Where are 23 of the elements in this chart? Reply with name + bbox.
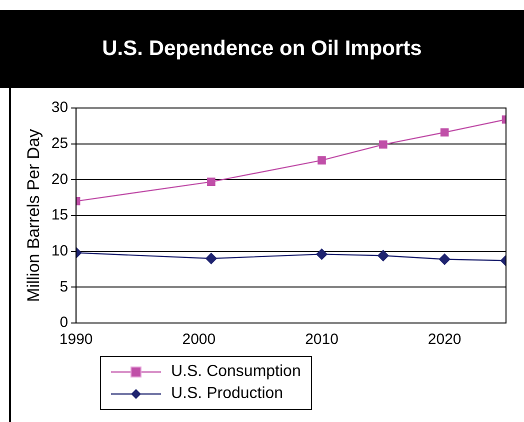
chart-title: U.S. Dependence on Oil Imports xyxy=(0,10,524,88)
x-tick-label: 2020 xyxy=(428,331,462,348)
legend-label: U.S. Consumption xyxy=(171,363,301,381)
point xyxy=(318,156,326,164)
y-tick-label: 20 xyxy=(51,170,68,188)
point xyxy=(440,128,449,136)
y-tick-label: 0 xyxy=(60,314,68,332)
y-tick-label: 25 xyxy=(51,134,68,152)
y-tick-label: 30 xyxy=(51,99,68,116)
point xyxy=(316,248,328,260)
y-axis-title: Million Barrels Per Day xyxy=(24,128,43,302)
point xyxy=(438,254,450,265)
point xyxy=(379,140,388,149)
legend-label: U.S. Production xyxy=(171,385,284,403)
y-tick-label: 5 xyxy=(60,278,68,296)
x-tick-label: 1990 xyxy=(59,331,93,348)
point xyxy=(206,252,217,264)
x-tick-label: 2000 xyxy=(182,331,216,348)
x-tick-label: 2010 xyxy=(305,331,338,348)
y-tick-label: 15 xyxy=(51,206,68,224)
point xyxy=(207,178,216,186)
y-tick-label: 10 xyxy=(51,242,68,260)
point xyxy=(378,250,389,262)
